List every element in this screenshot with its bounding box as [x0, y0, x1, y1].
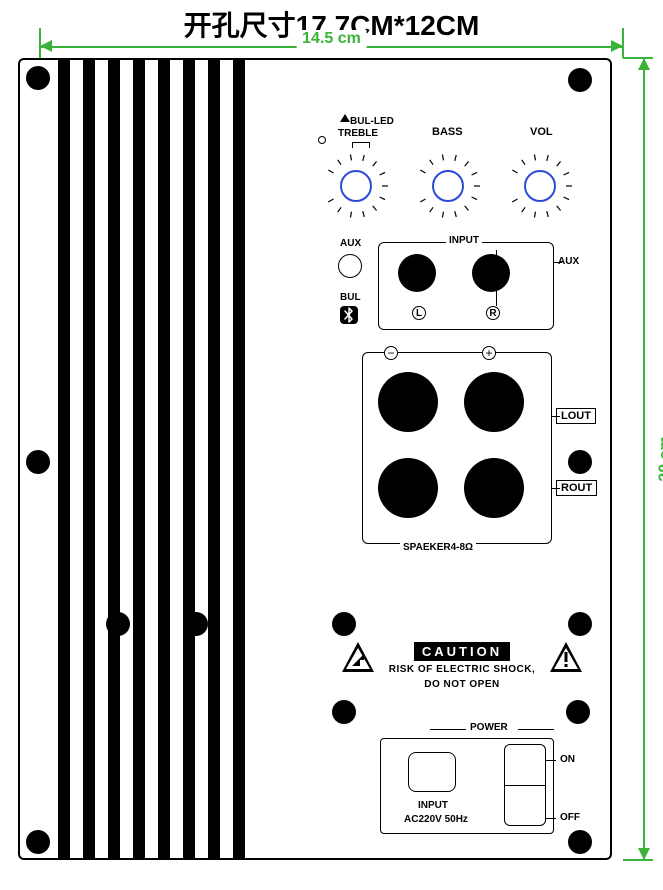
input-r-label: R	[486, 306, 500, 320]
rout-label: ROUT	[556, 480, 597, 496]
input-jack-r	[472, 254, 510, 292]
aux-label: AUX	[340, 238, 361, 249]
treble-label: TREBLE	[338, 128, 378, 139]
treble-marker	[352, 142, 370, 148]
led-hole	[318, 136, 326, 144]
bluetooth-icon	[340, 306, 358, 324]
screw-hole	[26, 450, 50, 474]
on-dash	[546, 760, 556, 761]
power-dash-r	[518, 729, 554, 730]
heatsink-fin	[233, 60, 245, 858]
power-socket	[408, 752, 456, 792]
power-spec-label: AC220V 50Hz	[404, 814, 468, 825]
lout-dash	[552, 416, 560, 417]
screw-hole	[568, 830, 592, 854]
dimension-width: 14.5 cm	[40, 34, 623, 54]
power-rocker-switch[interactable]	[504, 744, 546, 826]
polarity-plus: +	[482, 346, 496, 360]
screw-hole	[568, 450, 592, 474]
screw-hole	[332, 612, 356, 636]
screw-hole	[106, 612, 130, 636]
bass-label: BASS	[432, 126, 463, 138]
power-label: POWER	[470, 722, 508, 733]
power-off-label: OFF	[560, 812, 580, 823]
lout-label: LOUT	[556, 408, 596, 424]
power-on-label: ON	[560, 754, 575, 765]
heatsink-fin	[183, 60, 195, 858]
warning-triangle-left	[340, 640, 376, 679]
amplifier-panel: BUL-LED TREBLE BASS VOL AUX BUL INPUT L …	[18, 58, 612, 860]
knob-dial[interactable]	[322, 152, 390, 220]
vol-label: VOL	[530, 126, 553, 138]
terminal-br	[464, 458, 524, 518]
input-l-label: L	[412, 306, 426, 320]
input-label: INPUT	[446, 235, 482, 246]
screw-hole	[184, 612, 208, 636]
caution-bar: CAUTION	[414, 642, 510, 661]
warning-triangle-right	[548, 640, 584, 679]
speaker-label: SPAEKER4-8Ω	[400, 542, 476, 553]
input-jack-l	[398, 254, 436, 292]
screw-hole	[566, 700, 590, 724]
caution-block: CAUTION RISK OF ELECTRIC SHOCK, DO NOT O…	[376, 642, 548, 691]
aux-jack	[338, 254, 362, 278]
heatsink-fin	[83, 60, 95, 858]
dimension-height: 20 cm	[629, 58, 659, 860]
terminal-tl	[378, 372, 438, 432]
input-aux-dash	[554, 262, 562, 263]
off-dash	[546, 818, 556, 819]
knob-dial[interactable]	[506, 152, 574, 220]
dimension-height-label: 20 cm	[657, 430, 663, 487]
terminal-tr	[464, 372, 524, 432]
knob-dial[interactable]	[414, 152, 482, 220]
caution-line1: RISK OF ELECTRIC SHOCK,	[376, 663, 548, 676]
heatsink-fin	[158, 60, 170, 858]
led-indicator-icon	[340, 114, 350, 122]
screw-hole	[332, 700, 356, 724]
screw-hole	[568, 612, 592, 636]
terminal-bl	[378, 458, 438, 518]
screw-hole	[26, 66, 50, 90]
bul-led-label: BUL-LED	[350, 116, 394, 127]
heatsink-fin	[208, 60, 220, 858]
bul-label: BUL	[340, 292, 361, 303]
caution-line2: DO NOT OPEN	[376, 678, 548, 691]
screw-hole	[26, 830, 50, 854]
heatsink-fin	[108, 60, 120, 858]
polarity-minus: −	[384, 346, 398, 360]
heatsink-fin	[133, 60, 145, 858]
power-dash-l	[430, 729, 466, 730]
heatsink-fin	[58, 60, 70, 858]
input-aux-vline	[496, 250, 497, 306]
power-input-label: INPUT	[418, 800, 448, 811]
rout-dash	[552, 488, 560, 489]
dimension-width-label: 14.5 cm	[296, 30, 367, 48]
screw-hole	[568, 68, 592, 92]
